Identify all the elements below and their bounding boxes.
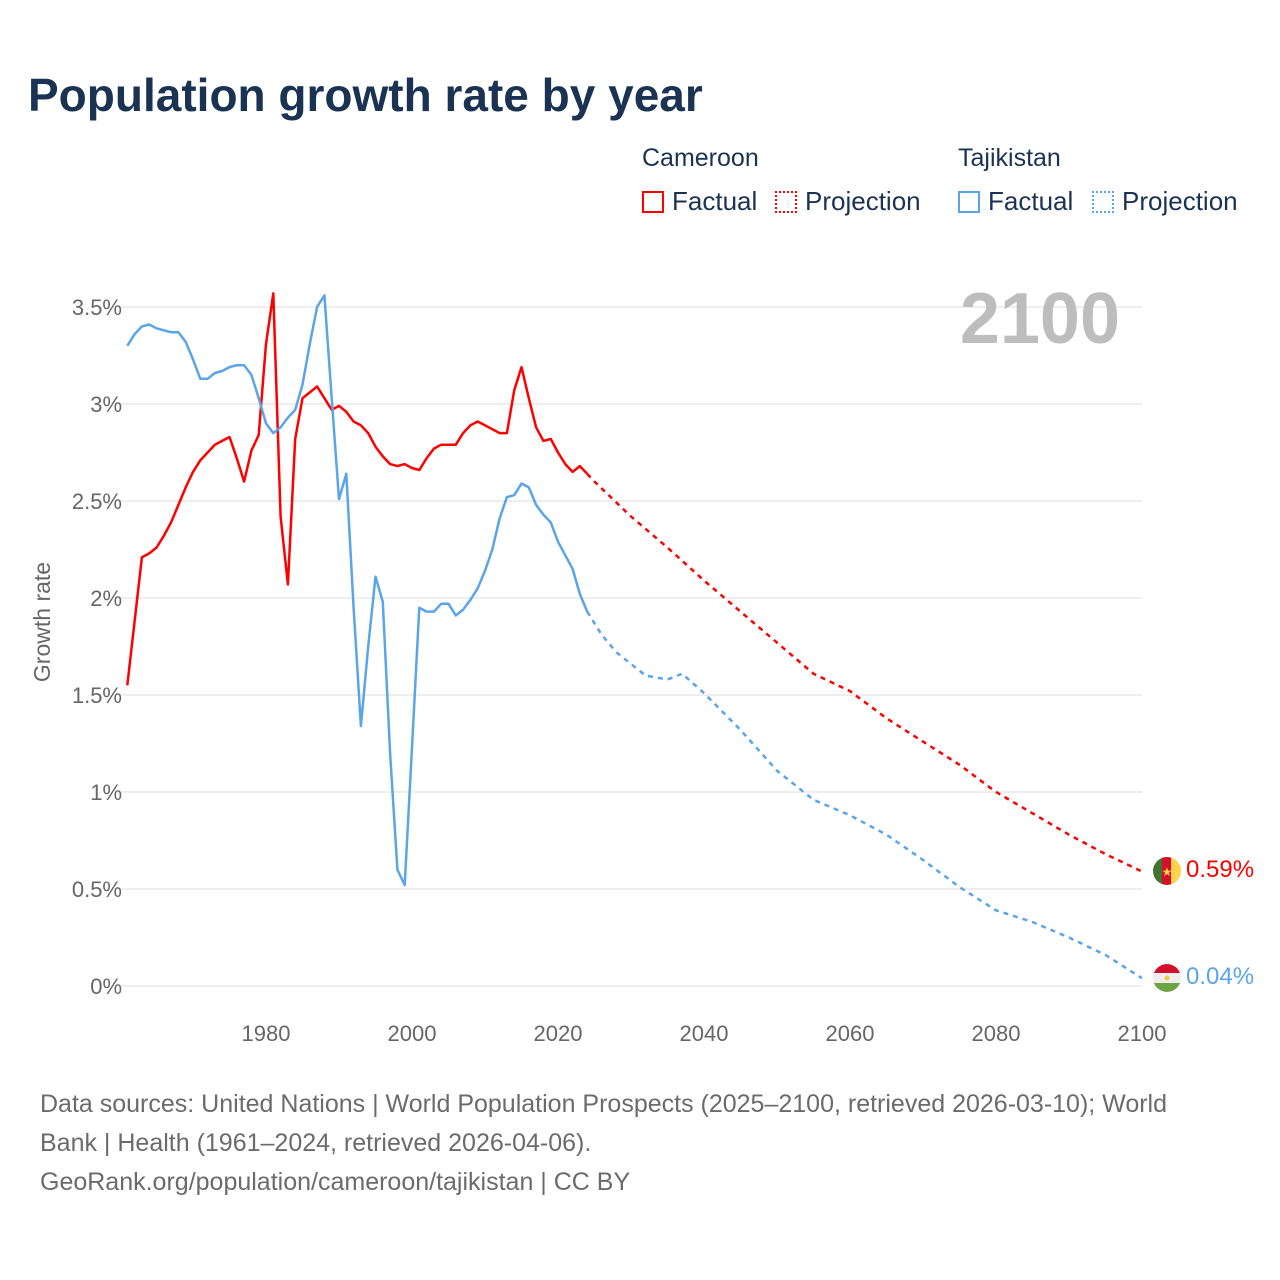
y-tick-label: 3%	[90, 392, 122, 417]
legend-swatch-dotted-icon	[775, 190, 797, 213]
y-tick-label: 2%	[90, 586, 122, 611]
y-tick-label: 1%	[90, 780, 122, 805]
legend-tajikistan-projection[interactable]: Projection	[1092, 186, 1238, 217]
cameroon-projection-line	[586, 472, 1143, 873]
x-tick-label: 2020	[534, 1021, 583, 1046]
legend-swatch-dotted-icon	[1092, 190, 1114, 213]
x-tick-label: 2040	[680, 1021, 729, 1046]
legend-swatch-solid-icon	[642, 190, 664, 213]
legend-cameroon-projection[interactable]: Projection	[775, 186, 921, 217]
cameroon-factual-line	[126, 292, 589, 686]
svg-text:★: ★	[1162, 865, 1173, 879]
legend-cameroon-factual[interactable]: Factual	[642, 186, 757, 217]
y-tick-label: 3.5%	[72, 295, 122, 320]
footer-sources-line2: Bank | Health (1961–2024, retrieved 2026…	[40, 1129, 592, 1157]
legend-swatch-solid-icon	[958, 190, 980, 213]
y-axis-label: Growth rate	[29, 562, 55, 682]
legend-country-cameroon: Cameroon	[642, 144, 759, 172]
tajikistan-projection-line	[586, 610, 1143, 980]
y-tick-label: 0%	[90, 974, 122, 999]
x-tick-label: 2060	[826, 1021, 875, 1046]
legend-label: Factual	[988, 186, 1074, 216]
legend-country-tajikistan: Tajikistan	[958, 144, 1061, 172]
footer-attribution-link[interactable]: GeoRank.org/population/cameroon/tajikist…	[40, 1168, 631, 1196]
x-tick-label: 2000	[388, 1021, 437, 1046]
x-tick-label: 2080	[972, 1021, 1021, 1046]
y-tick-label: 1.5%	[72, 683, 122, 708]
legend-label: Projection	[805, 186, 921, 216]
legend-label: Factual	[672, 186, 758, 216]
legend-label: Projection	[1122, 186, 1238, 216]
x-tick-label: 2100	[1118, 1021, 1167, 1046]
y-tick-label: 0.5%	[72, 877, 122, 902]
tajikistan-end-value: 0.04%	[1186, 963, 1254, 990]
legend-tajikistan-factual[interactable]: Factual	[958, 186, 1073, 217]
chart-title: Population growth rate by year	[28, 69, 703, 121]
footer-sources-line1: Data sources: United Nations | World Pop…	[40, 1090, 1168, 1118]
y-tick-label: 2.5%	[72, 489, 122, 514]
tajikistan-flag-icon	[1153, 964, 1181, 992]
cameroon-end-value: 0.59%	[1186, 856, 1254, 883]
current-year-watermark: 2100	[960, 279, 1120, 359]
x-tick-label: 1980	[242, 1021, 291, 1046]
cameroon-flag-icon: ★	[1153, 857, 1181, 885]
tajikistan-factual-line	[126, 294, 589, 887]
